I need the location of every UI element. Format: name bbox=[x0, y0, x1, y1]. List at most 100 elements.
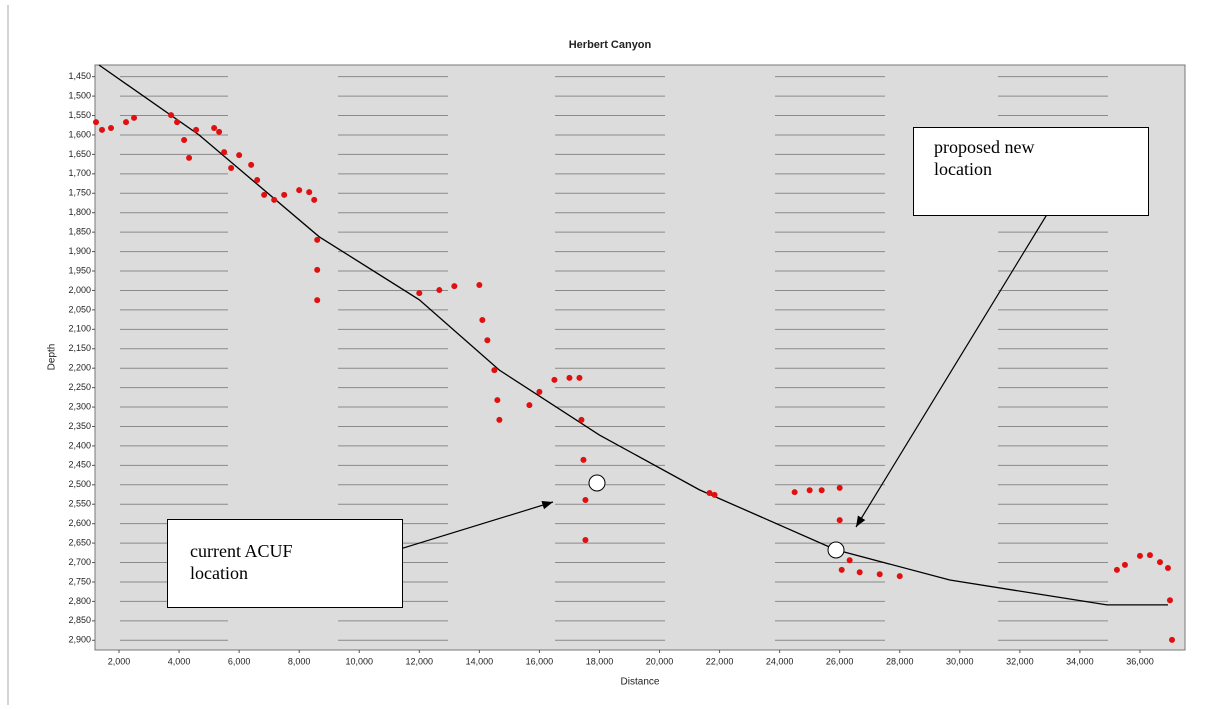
data-point bbox=[311, 196, 318, 203]
y-tick-label: 1,450 bbox=[68, 71, 91, 81]
y-tick-label: 2,650 bbox=[68, 537, 91, 547]
data-point bbox=[261, 191, 268, 198]
data-point bbox=[436, 287, 443, 294]
data-point bbox=[566, 374, 573, 381]
y-tick-label: 1,950 bbox=[68, 265, 91, 275]
y-tick-label: 2,300 bbox=[68, 401, 91, 411]
data-point bbox=[98, 126, 105, 133]
data-point bbox=[582, 536, 589, 543]
location-marker bbox=[588, 474, 606, 492]
x-tick-label: 12,000 bbox=[406, 656, 434, 666]
data-point bbox=[254, 177, 261, 184]
data-point bbox=[1113, 566, 1120, 573]
y-tick-label: 2,600 bbox=[68, 518, 91, 528]
x-tick-label: 30,000 bbox=[946, 656, 974, 666]
data-point bbox=[551, 376, 558, 383]
annotation-text: current ACUF location bbox=[190, 541, 293, 583]
y-tick-label: 1,500 bbox=[68, 90, 91, 100]
x-tick-label: 18,000 bbox=[586, 656, 614, 666]
arrow bbox=[855, 179, 1069, 528]
data-point bbox=[451, 283, 458, 290]
y-tick-label: 2,400 bbox=[68, 440, 91, 450]
y-tick-label: 1,550 bbox=[68, 110, 91, 120]
data-point bbox=[1146, 552, 1153, 559]
x-axis-label: Distance bbox=[621, 677, 660, 688]
x-tick-label: 34,000 bbox=[1066, 656, 1094, 666]
annotation-box: current ACUF location bbox=[167, 519, 403, 608]
x-tick-label: 10,000 bbox=[345, 656, 373, 666]
data-point bbox=[582, 496, 589, 503]
x-tick-label: 26,000 bbox=[826, 656, 854, 666]
location-marker bbox=[827, 541, 845, 559]
data-point bbox=[526, 402, 533, 409]
data-point bbox=[123, 119, 130, 126]
annotation-box: proposed new location bbox=[913, 127, 1149, 216]
y-tick-label: 2,250 bbox=[68, 382, 91, 392]
y-tick-label: 2,200 bbox=[68, 363, 91, 373]
data-point bbox=[484, 337, 491, 344]
data-point bbox=[1168, 636, 1175, 643]
data-point bbox=[221, 149, 228, 156]
data-point bbox=[211, 124, 218, 131]
data-point bbox=[838, 566, 845, 573]
x-tick-label: 32,000 bbox=[1006, 656, 1034, 666]
y-tick-label: 2,450 bbox=[68, 460, 91, 470]
data-point bbox=[806, 487, 813, 494]
data-point bbox=[580, 456, 587, 463]
data-point bbox=[416, 290, 423, 297]
data-point bbox=[706, 489, 713, 496]
data-point bbox=[846, 557, 853, 564]
x-tick-label: 20,000 bbox=[646, 656, 674, 666]
data-point bbox=[1166, 597, 1173, 604]
y-tick-label: 1,850 bbox=[68, 227, 91, 237]
x-tick-label: 8,000 bbox=[288, 656, 311, 666]
data-point bbox=[836, 484, 843, 491]
marks bbox=[92, 64, 1175, 643]
chart-title: Herbert Canyon bbox=[569, 39, 652, 51]
data-point bbox=[496, 416, 503, 423]
data-point bbox=[174, 119, 181, 126]
data-point bbox=[494, 397, 501, 404]
x-tick-label: 36,000 bbox=[1126, 656, 1154, 666]
data-point bbox=[791, 489, 798, 496]
data-point bbox=[836, 517, 843, 524]
annotations bbox=[344, 179, 1069, 567]
data-point bbox=[236, 152, 243, 159]
data-point bbox=[1136, 552, 1143, 559]
y-tick-label: 2,050 bbox=[68, 304, 91, 314]
y-tick-label: 2,800 bbox=[68, 596, 91, 606]
grid: 1,450 1,500 1,550 1,600 1,650 1,700 1,750 1,800… bbox=[68, 71, 1153, 666]
profile-line bbox=[98, 64, 1168, 606]
x-tick-label: 14,000 bbox=[466, 656, 494, 666]
data-point bbox=[314, 236, 321, 243]
y-tick-label: 2,150 bbox=[68, 343, 91, 353]
data-point bbox=[476, 282, 483, 289]
data-point bbox=[818, 487, 825, 494]
data-point bbox=[216, 128, 223, 135]
y-tick-label: 2,750 bbox=[68, 576, 91, 586]
data-point bbox=[314, 266, 321, 273]
x-tick-label: 2,000 bbox=[108, 656, 131, 666]
data-point bbox=[314, 297, 321, 304]
x-tick-label: 24,000 bbox=[766, 656, 794, 666]
data-point bbox=[306, 189, 313, 196]
x-tick-label: 22,000 bbox=[706, 656, 734, 666]
data-point bbox=[108, 124, 115, 131]
y-tick-label: 2,350 bbox=[68, 421, 91, 431]
y-tick-label: 1,700 bbox=[68, 168, 91, 178]
data-point bbox=[181, 137, 188, 144]
y-tick-label: 2,550 bbox=[68, 499, 91, 509]
data-point bbox=[131, 114, 138, 121]
data-point bbox=[193, 126, 200, 133]
data-point bbox=[711, 491, 718, 498]
y-tick-label: 2,500 bbox=[68, 479, 91, 489]
data-point bbox=[1121, 561, 1128, 568]
y-tick-label: 2,100 bbox=[68, 324, 91, 334]
y-tick-label: 2,000 bbox=[68, 285, 91, 295]
y-tick-label: 1,750 bbox=[68, 188, 91, 198]
data-point bbox=[168, 112, 175, 119]
x-tick-label: 16,000 bbox=[526, 656, 554, 666]
data-point bbox=[491, 367, 498, 374]
data-point bbox=[228, 165, 235, 172]
